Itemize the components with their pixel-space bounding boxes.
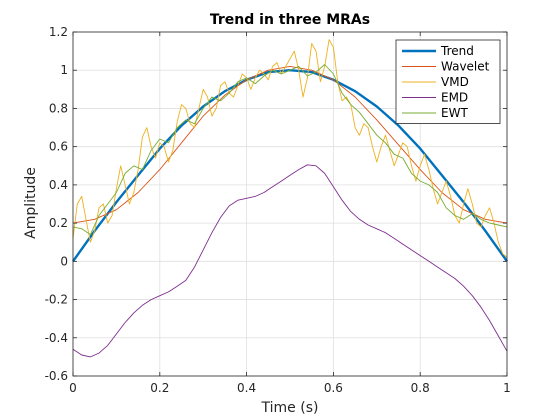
series-line-wavelet — [72, 65, 508, 224]
x-tick-label: 0.4 — [237, 381, 256, 395]
series-line-emd — [72, 164, 508, 358]
x-tick-label: 0.6 — [324, 381, 343, 395]
x-tick-label: 1 — [503, 381, 511, 395]
y-tick-label: 1.2 — [49, 25, 68, 39]
series-line-ewt — [72, 64, 508, 236]
y-tick-label: 0.4 — [49, 178, 68, 192]
x-axis-label: Time (s) — [261, 400, 319, 416]
ticks: 0 0.2 0.4 0.6 0.8 1 -0.6 -0.4 -0.2 0 0.2 0.4 0.6 0.8 1… — [45, 25, 511, 395]
series-line-vmd — [72, 39, 508, 258]
y-tick-label: 0.8 — [49, 101, 68, 115]
y-axis-label: Amplitude — [23, 167, 39, 239]
y-tick-label: 0.2 — [49, 216, 68, 230]
y-tick-label: 0.6 — [49, 140, 68, 154]
legend-label-wavelet: Wavelet — [441, 60, 490, 74]
chart-title: Trend in three MRAs — [210, 12, 370, 28]
series-layer — [72, 39, 508, 358]
x-tick-label: 0.8 — [411, 381, 430, 395]
legend-label-emd: EMD — [441, 91, 468, 105]
legend-label-trend: Trend — [440, 44, 474, 58]
legend-label-vmd: VMD — [441, 75, 469, 89]
x-tick-label: 0 — [69, 381, 77, 395]
y-tick-label: 1 — [60, 63, 68, 77]
y-tick-label: -0.4 — [45, 331, 68, 345]
legend-label-ewt: EWT — [441, 106, 468, 120]
x-tick-label: 0.2 — [150, 381, 169, 395]
y-tick-label: 0 — [60, 254, 68, 268]
y-tick-label: -0.2 — [45, 293, 68, 307]
plot-frame — [72, 31, 508, 377]
y-tick-label: -0.6 — [45, 369, 68, 383]
